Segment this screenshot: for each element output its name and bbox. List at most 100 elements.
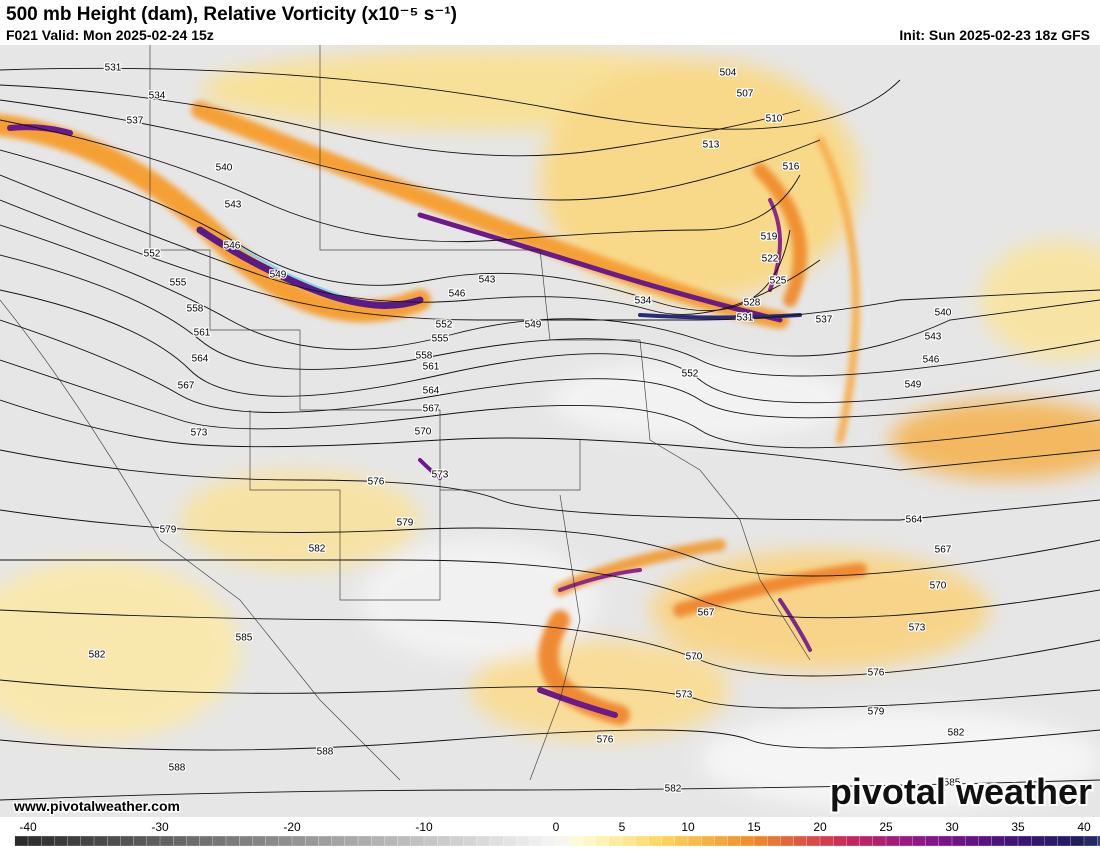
colorbar-label: 0 — [553, 820, 560, 834]
colorbar-segment — [423, 835, 438, 847]
colorbar-label: -30 — [151, 820, 169, 834]
colorbar-segment — [806, 835, 821, 847]
colorbar-segment — [410, 835, 425, 847]
colorbar-segment — [212, 835, 227, 847]
colorbar-segment — [899, 835, 913, 847]
contour-label: 567 — [935, 545, 952, 556]
init-time: Init: Sun 2025-02-23 18z GFS — [899, 27, 1090, 43]
colorbar-segment — [239, 835, 253, 847]
colorbar-label: 10 — [681, 820, 695, 834]
colorbar-segment — [27, 835, 42, 847]
colorbar-segment — [41, 835, 55, 847]
colorbar-segment — [727, 835, 742, 847]
contour-label: 570 — [930, 581, 947, 592]
colorbar-segment — [146, 835, 161, 847]
contour-label: 552 — [436, 320, 453, 331]
contour-label: 579 — [397, 518, 414, 529]
colorbar-segment — [173, 835, 187, 847]
map-field — [0, 45, 1100, 817]
colorbar-segment — [978, 835, 993, 847]
contour-label: 549 — [905, 380, 922, 391]
contour-label: 564 — [906, 515, 923, 526]
contour-label: 573 — [191, 428, 208, 439]
colorbar-segment — [291, 835, 306, 847]
colorbar-label: -40 — [19, 820, 37, 834]
contour-label: 549 — [525, 320, 542, 331]
colorbar-segment — [14, 835, 29, 847]
colorbar-segment — [635, 835, 649, 847]
colorbar-segment — [463, 835, 478, 847]
contour-label: 531 — [105, 63, 122, 74]
contour-label: 510 — [766, 114, 783, 125]
colorbar-segment — [1097, 835, 1100, 847]
contour-label: 570 — [415, 427, 432, 438]
contour-label: 567 — [698, 608, 715, 619]
colorbar-segment — [1044, 835, 1059, 847]
colorbar-segment — [767, 835, 781, 847]
contour-label: 543 — [479, 275, 496, 286]
contour-label: 573 — [909, 623, 926, 634]
colorbar-segment — [595, 835, 610, 847]
colorbar-segment — [54, 835, 69, 847]
colorbar-segment — [476, 835, 491, 847]
colorbar-segment — [555, 835, 570, 847]
colorbar-segment — [582, 835, 597, 847]
contour-label: 546 — [923, 355, 940, 366]
contour-label: 573 — [676, 690, 693, 701]
colorbar-segment — [265, 835, 280, 847]
valid-time: F021 Valid: Mon 2025-02-24 15z — [6, 27, 214, 43]
colorbar-segment — [371, 835, 385, 847]
colorbar-segment — [938, 835, 953, 847]
colorbar-segment — [991, 835, 1006, 847]
contour-label: 582 — [665, 784, 682, 795]
colorbar-segment — [793, 835, 808, 847]
contour-label: 522 — [762, 254, 779, 265]
colorbar-label: 5 — [619, 820, 626, 834]
colorbar-segment — [1057, 835, 1072, 847]
colorbar: -40-30-20-100510152025303540455055 — [14, 820, 1100, 847]
map-title: 500 mb Height (dam), Relative Vorticity … — [6, 4, 457, 25]
colorbar-segment — [93, 835, 108, 847]
watermark-url: www.pivotalweather.com — [13, 798, 180, 814]
contour-label: 582 — [309, 544, 326, 555]
contour-label: 567 — [423, 404, 440, 415]
contour-label: 555 — [432, 334, 449, 345]
contour-label: 576 — [597, 735, 614, 746]
contour-label: 549 — [270, 270, 287, 281]
colorbar-segment — [833, 835, 847, 847]
contour-label: 564 — [192, 354, 209, 365]
colorbar-segment — [529, 835, 544, 847]
contour-label: 564 — [423, 386, 440, 397]
colorbar-segment — [1070, 835, 1085, 847]
contour-label: 543 — [925, 332, 942, 343]
colorbar-segment — [252, 835, 267, 847]
colorbar-segment — [1017, 835, 1032, 847]
contour-label: 543 — [225, 200, 242, 211]
colorbar-segment — [965, 835, 979, 847]
colorbar-segment — [225, 835, 240, 847]
colorbar-segment — [859, 835, 874, 847]
colorbar-segment — [516, 835, 531, 847]
contour-labels: 5315345375405435465495525555585615645675… — [87, 61, 966, 796]
state-borders — [0, 45, 811, 781]
colorbar-segment — [1004, 835, 1019, 847]
contour-label: 519 — [761, 232, 778, 243]
contour-label: 534 — [149, 91, 166, 102]
colorbar-segment — [107, 835, 121, 847]
colorbar-segment — [819, 835, 834, 847]
colorbar-segment — [542, 835, 557, 847]
colorbar-segment — [569, 835, 583, 847]
colorbar-label: 25 — [879, 820, 893, 834]
colorbar-label: 20 — [813, 820, 827, 834]
colorbar-label: 40 — [1077, 820, 1091, 834]
contour-label: 570 — [686, 652, 703, 663]
colorbar-segment — [133, 835, 148, 847]
colorbar-segment — [661, 835, 676, 847]
contour-label: 534 — [635, 296, 652, 307]
contour-label: 576 — [368, 477, 385, 488]
contour-label: 582 — [948, 728, 965, 739]
contour-label: 561 — [423, 362, 440, 373]
contour-label: 576 — [868, 668, 885, 679]
colorbar-segment — [80, 835, 95, 847]
